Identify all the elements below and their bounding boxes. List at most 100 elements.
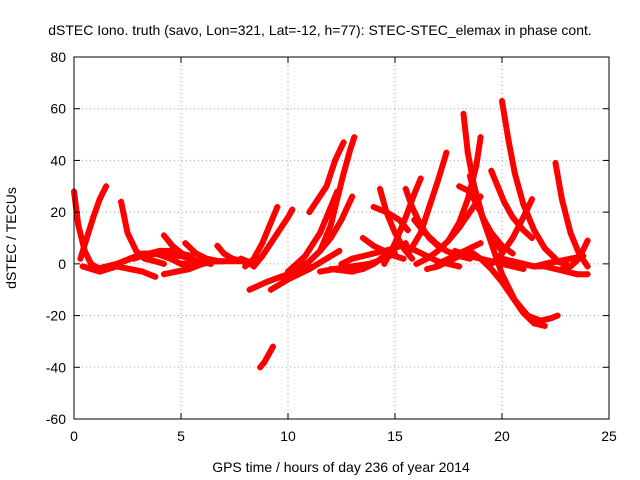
data-point [186,266,193,273]
y-tick-label: -40 [46,359,66,375]
data-point [265,351,272,358]
data-point [306,258,313,265]
data-point [182,253,189,260]
data-point [90,214,97,221]
data-point [336,247,343,254]
data-point [270,343,277,350]
data-point [402,185,409,192]
data-point [413,247,420,254]
data-point [370,260,377,267]
data-point [464,149,471,156]
data-point [242,263,249,270]
data-point [306,209,313,216]
data-point [323,255,330,262]
data-point [75,222,82,229]
data-point [347,147,354,154]
data-point [392,253,398,260]
data-point [466,172,473,179]
data-point [192,250,199,257]
data-point [445,255,452,262]
data-point [327,235,334,241]
x-tick-label: 20 [494,428,510,444]
data-point [83,235,90,241]
data-point [466,188,473,195]
y-tick-label: 20 [50,204,66,220]
data-point [340,139,347,146]
data-point [531,227,538,234]
data-point [214,242,221,249]
data-point [349,193,356,200]
data-point [79,263,86,270]
x-tick-label: 15 [387,428,403,444]
series-line [466,247,548,329]
data-point [173,268,180,275]
data-point [488,240,495,247]
data-point [456,219,463,226]
data-point [584,271,591,278]
data-point [567,263,574,270]
data-point [541,245,548,252]
data-point [402,214,409,221]
data-point [443,247,450,254]
data-point [445,237,452,244]
x-tick-label: 0 [70,428,78,444]
data-point [488,260,495,267]
data-point [558,196,565,203]
data-point [443,149,450,156]
data-point [573,271,580,278]
data-point [152,258,159,265]
data-point [332,157,339,164]
ticks: 0 5 10 15 20 25 -60 -40 -20 0 20 40 60 80 [46,49,617,444]
data-point [584,263,591,270]
data-point [505,136,512,143]
data-point [130,255,137,262]
data-point [317,229,324,236]
data-point [103,183,110,190]
data-point [182,240,189,247]
data-point [261,359,268,366]
data-point [528,196,535,203]
data-point [509,258,516,265]
data-point [434,178,441,185]
data-point [257,364,264,371]
data-point [77,255,84,262]
data-point [267,219,274,226]
data-point [477,134,484,141]
x-tick-label: 10 [280,428,296,444]
data-point [584,237,591,244]
data-point [409,255,416,262]
data-point [421,229,428,236]
data-point [263,278,270,285]
data-point [402,242,409,249]
data-point [160,271,167,278]
data-point [417,175,424,182]
data-point [160,232,167,239]
data-point [259,240,266,247]
data-point [340,170,347,177]
series-line [77,183,110,262]
data-point [494,183,501,190]
data-point [338,260,345,267]
data-point [317,268,324,275]
data-point [456,183,463,190]
data-point [317,247,324,254]
data-point [145,250,152,257]
series-line [541,253,587,267]
data-point [473,162,480,169]
data-point [126,266,133,273]
data-point [499,255,505,262]
data-point [359,235,366,241]
data-point [113,260,120,267]
data-point [124,229,131,236]
data-point [370,242,377,249]
x-tick-label: 25 [601,428,617,444]
data-point [246,286,253,293]
data-point [96,196,103,203]
data-point [220,258,227,265]
data-point [456,263,463,270]
data-point [424,266,431,273]
data-point [411,216,418,223]
data-point [509,235,516,241]
data-point [466,209,473,216]
